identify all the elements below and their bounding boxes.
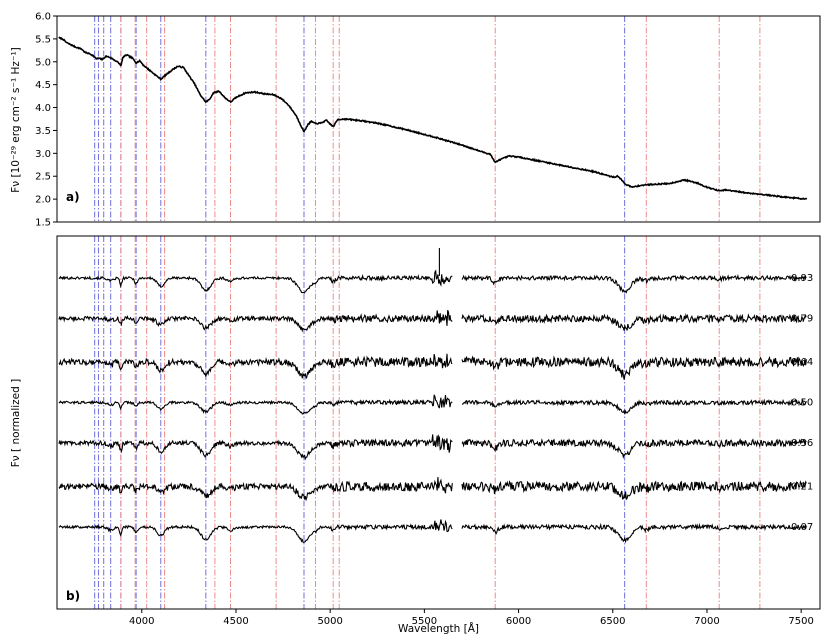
phase-label: 0.07 [791, 522, 813, 533]
x-tick-label: 7000 [694, 616, 719, 627]
y-tick-label: 1.5 [35, 218, 51, 229]
panel-a-spectrum-line [58, 36, 808, 200]
x-tick-label: 5000 [317, 616, 342, 627]
panel-a-label: a) [66, 190, 80, 204]
phase-label: 0.93 [791, 273, 813, 284]
x-tick-label: 5500 [412, 616, 437, 627]
panel-b: 0.93 0.79 0.64 0.50 0.36 0.21 0.07 4000 4500 500… [10, 235, 821, 635]
y-tick-label: 4.0 [35, 103, 51, 114]
phase-label: 0.64 [791, 357, 813, 368]
x-tick-label: 4500 [223, 616, 248, 627]
panel-a: 1.5 2.0 2.5 3.0 3.5 4.0 4.5 5.0 5.5 6.0 a) Fν [10… [10, 12, 821, 229]
panel-b-spectra [58, 248, 807, 544]
phase-label: 0.21 [791, 481, 813, 492]
x-tick-label: 7500 [788, 616, 813, 627]
panel-a-frame [56, 15, 821, 223]
panel-a-reference-lines [94, 16, 761, 222]
panel-b-x-axis-label: Wavelength [Å] [398, 622, 479, 635]
panel-b-x-ticks: 4000 4500 5000 5500 6000 6500 7000 7500 [129, 609, 814, 627]
panel-b-phase-labels: 0.93 0.79 0.64 0.50 0.36 0.21 0.07 [791, 273, 813, 533]
panel-a-y-axis-label: Fν [10⁻²⁹ erg cm⁻² s⁻¹ Hz⁻¹] [10, 47, 22, 193]
phase-label: 0.79 [791, 314, 813, 325]
y-tick-label: 2.0 [35, 195, 51, 206]
phase-label: 0.36 [791, 438, 813, 449]
y-tick-label: 3.5 [35, 126, 51, 137]
spectrum-line-phase-0.50 [58, 394, 807, 415]
spectrum-line-phase-0.36 [58, 434, 807, 461]
y-tick-label: 5.0 [35, 57, 51, 68]
phase-label: 0.50 [791, 398, 813, 409]
y-tick-label: 6.0 [35, 12, 51, 23]
x-tick-label: 6000 [506, 616, 531, 627]
panel-b-frame [56, 235, 821, 610]
spectrum-line-phase-0.21 [58, 477, 807, 502]
panel-b-y-axis-label: Fν [ normalized ] [10, 379, 22, 467]
spectrum-line-phase-0.07 [58, 519, 807, 544]
spectrum-line-phase-0.93 [58, 248, 807, 294]
y-tick-label: 4.5 [35, 80, 51, 91]
panel-b-reference-lines [94, 236, 761, 609]
x-tick-label: 4000 [129, 616, 154, 627]
y-tick-label: 3.0 [35, 149, 51, 160]
y-tick-label: 5.5 [35, 34, 51, 45]
y-tick-label: 2.5 [35, 172, 51, 183]
spectrum-line-phase-0.79 [58, 310, 807, 333]
panel-b-label: b) [66, 589, 80, 603]
x-tick-label: 6500 [600, 616, 625, 627]
spectrum-line-phase-0.64 [58, 353, 807, 380]
panel-a-y-ticks: 1.5 2.0 2.5 3.0 3.5 4.0 4.5 5.0 5.5 6.0 [35, 12, 57, 229]
